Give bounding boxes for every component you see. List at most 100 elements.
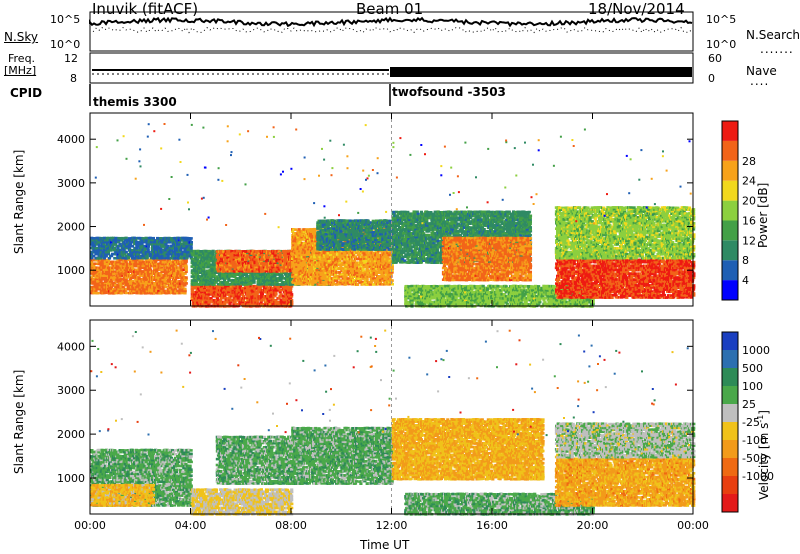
data-cell: [220, 296, 224, 300]
data-cell: [180, 268, 184, 272]
data-cell: [138, 259, 142, 262]
data-cell: [179, 284, 183, 287]
data-cell: [179, 248, 183, 252]
data-cell: [169, 272, 173, 275]
data-cell: [120, 250, 124, 254]
data-cell: [129, 270, 134, 273]
data-cell: [147, 250, 151, 254]
freq-left-bottom: 8: [70, 72, 77, 85]
data-cell: [160, 258, 164, 262]
data-cell: [189, 240, 193, 244]
data-cell: [143, 266, 147, 270]
data-cell: [180, 254, 184, 258]
sky-left-top: 10^5: [50, 13, 80, 26]
data-cell: [173, 256, 178, 260]
data-cell: [238, 285, 242, 288]
data-cell: [134, 278, 138, 281]
freq-panel-frame: [89, 52, 694, 84]
data-cell: [130, 245, 134, 248]
data-cell: [98, 287, 102, 291]
data-cell: [98, 270, 102, 273]
data-cell: [172, 260, 176, 264]
data-cell: [187, 253, 191, 256]
data-cell: [105, 243, 110, 246]
data-cell: [154, 248, 158, 252]
data-cell: [113, 262, 117, 265]
data-cell: [219, 285, 223, 288]
data-cell: [137, 264, 141, 268]
data-cell: [112, 288, 116, 291]
data-cell: [145, 260, 149, 264]
sky-left-bottom: 10^0: [50, 38, 80, 51]
data-cell: [118, 279, 122, 283]
data-cell: [207, 291, 211, 294]
data-cell: [159, 292, 163, 295]
data-cell: [138, 279, 142, 283]
data-cell: [140, 258, 144, 262]
data-cell: [99, 283, 103, 287]
data-cell: [251, 302, 255, 306]
data-cell: [97, 243, 101, 246]
data-cell: [118, 276, 122, 279]
data-cell: [180, 246, 184, 250]
data-cell: [150, 241, 155, 244]
data-cell: [174, 239, 178, 242]
data-cell: [181, 274, 185, 277]
data-cell: [193, 285, 198, 288]
data-cell: [249, 284, 253, 288]
data-cell: [248, 289, 252, 292]
data-cell: [103, 288, 107, 291]
data-cell: [236, 285, 240, 288]
data-cell: [109, 282, 113, 285]
data-cell: [124, 246, 128, 250]
data-cell: [141, 237, 145, 240]
cpid-label: CPID: [10, 86, 42, 100]
data-cell: [136, 272, 140, 276]
data-cell: [118, 238, 122, 242]
data-cell: [113, 282, 117, 285]
data-cell: [208, 293, 212, 296]
data-cell: [133, 262, 137, 266]
data-cell: [146, 252, 150, 256]
data-cell: [99, 272, 103, 276]
freq-block-2: [390, 67, 692, 77]
data-cell: [151, 283, 156, 287]
data-cell: [120, 239, 124, 242]
data-cell: [123, 268, 127, 272]
data-cell: [236, 302, 240, 306]
data-cell: [124, 278, 128, 281]
data-cell: [90, 260, 94, 264]
data-cell: [200, 285, 204, 288]
data-cell: [140, 246, 144, 250]
data-cell: [96, 247, 100, 250]
data-cell: [203, 295, 207, 298]
data-cell: [246, 296, 250, 300]
data-cell: [224, 296, 228, 300]
data-cell: [122, 241, 126, 244]
data-cell: [98, 262, 102, 265]
data-cell: [174, 274, 178, 277]
data-cell: [148, 289, 152, 293]
data-cell: [152, 255, 157, 258]
data-cell: [119, 270, 123, 274]
data-cell: [146, 272, 150, 275]
data-cell: [167, 238, 171, 242]
data-cell: [159, 246, 163, 250]
data-cell: [167, 291, 172, 295]
data-cell: [125, 266, 130, 270]
data-cell: [137, 278, 141, 281]
data-cell: [122, 245, 126, 248]
data-cell: [105, 289, 110, 293]
data-cell: [101, 272, 105, 275]
data-cell: [92, 242, 96, 246]
data-cell: [170, 249, 174, 252]
data-cell: [122, 264, 126, 268]
data-cell: [132, 287, 136, 291]
data-cell: [114, 240, 118, 244]
data-cell: [90, 256, 94, 260]
data-cell: [243, 289, 247, 292]
data-cell: [153, 258, 157, 262]
data-cell: [110, 289, 114, 293]
data-cell: [151, 245, 155, 248]
data-cell: [96, 268, 100, 271]
